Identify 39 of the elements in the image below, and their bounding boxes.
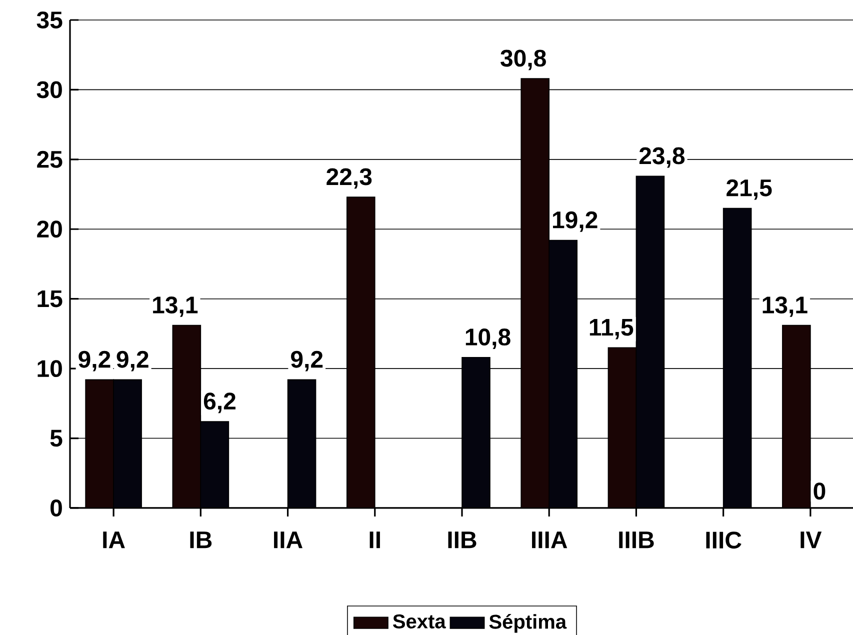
x-tick-label: IIA <box>274 532 302 548</box>
y-tick-label: 5 <box>50 430 62 447</box>
data-label: 22,3 <box>326 168 372 189</box>
x-tick-label: IIIA <box>532 532 568 548</box>
data-label: 9,2 <box>78 350 110 372</box>
data-label: 23,8 <box>639 147 685 168</box>
legend-label: Séptima <box>489 614 567 633</box>
data-label: 9,2 <box>116 350 148 372</box>
data-label: 9,2 <box>291 350 323 372</box>
data-label: 11,5 <box>590 319 634 340</box>
data-label: 0 <box>814 482 826 500</box>
bar <box>172 324 202 508</box>
x-tick-label: II <box>370 532 380 548</box>
bar <box>520 78 550 508</box>
bar <box>85 379 114 508</box>
data-label: 13,1 <box>153 296 198 317</box>
bar <box>782 324 811 508</box>
y-tick-label: 20 <box>37 220 62 238</box>
legend-label: Sexta <box>392 614 446 628</box>
x-tick-label: IIIC <box>706 532 742 549</box>
y-tick-label: 0 <box>50 499 62 516</box>
data-label: 19,2 <box>553 211 598 232</box>
x-tick-label: IV <box>800 532 822 548</box>
y-tick-label: 30 <box>36 81 62 98</box>
data-label: 6,2 <box>204 392 236 414</box>
y-tick-label: 35 <box>36 11 62 29</box>
bar <box>608 347 637 508</box>
x-tick-label: IIB <box>448 532 476 548</box>
x-tick-label: IIIB <box>619 532 654 548</box>
data-label: 30,8 <box>500 50 546 70</box>
y-tick-label: 15 <box>38 290 62 308</box>
y-tick-label: 10 <box>38 360 62 378</box>
data-label: 21,5 <box>726 179 772 200</box>
data-label: 10,8 <box>466 328 510 349</box>
data-label: 13,1 <box>762 296 808 317</box>
x-tick-label: IB <box>190 532 212 548</box>
x-tick-label: IA <box>103 532 125 548</box>
bar <box>346 196 376 508</box>
y-tick-label: 25 <box>37 150 62 168</box>
